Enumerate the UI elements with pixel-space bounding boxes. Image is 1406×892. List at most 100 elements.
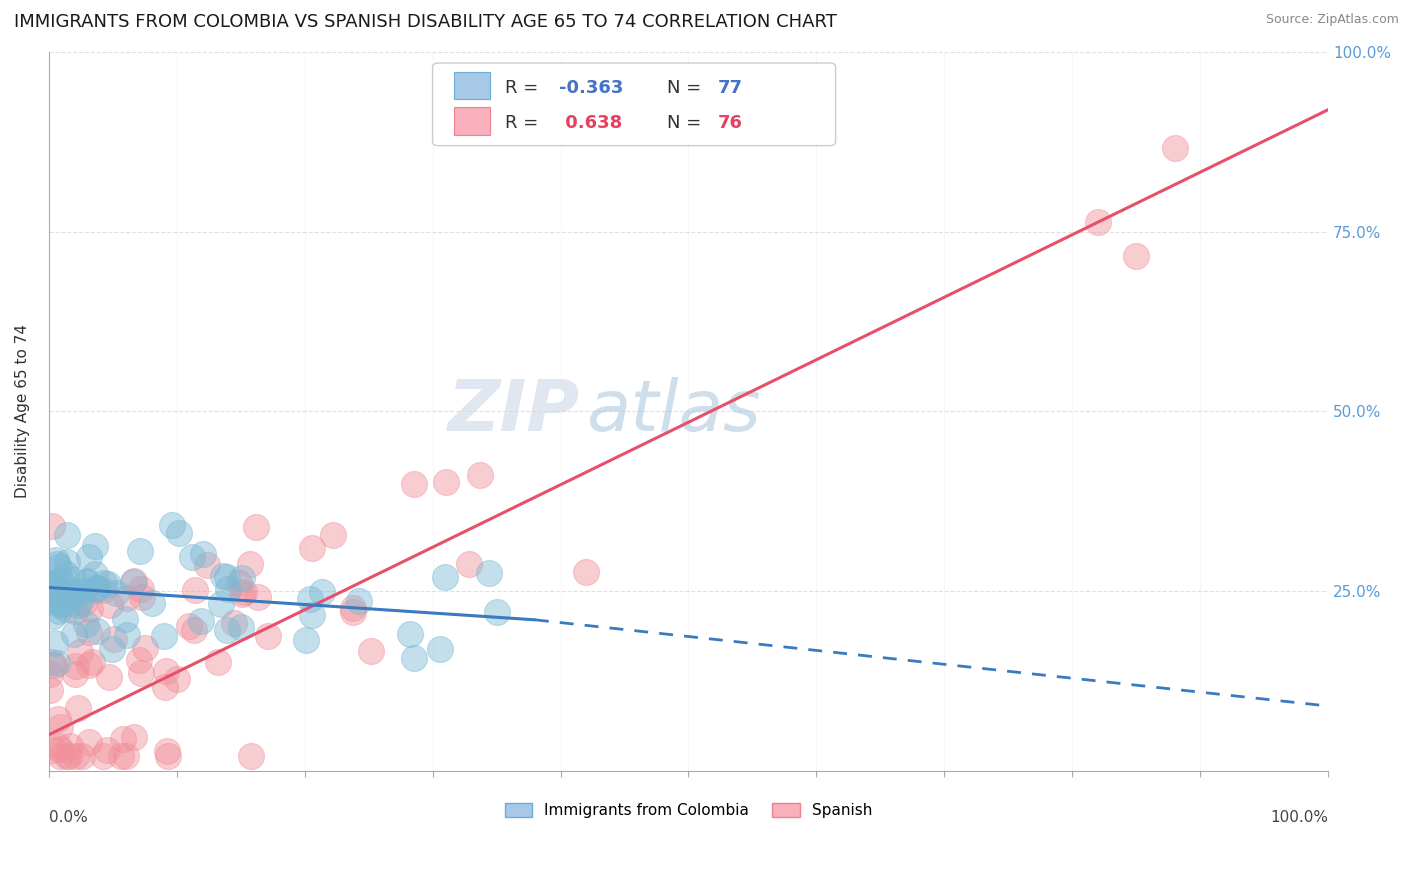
Point	[124, 730, 146, 744]
Point	[83, 583, 105, 598]
Text: 76: 76	[718, 114, 742, 132]
Point	[404, 651, 426, 665]
Point	[38, 667, 60, 681]
Point	[39, 587, 62, 601]
Point	[46, 739, 69, 754]
Point	[209, 597, 232, 611]
Point	[86, 581, 108, 595]
Text: 77: 77	[718, 78, 742, 96]
Point	[228, 576, 250, 591]
Point	[299, 591, 322, 606]
Point	[69, 594, 91, 608]
Point	[155, 664, 177, 678]
Point	[41, 578, 63, 592]
Point	[59, 739, 82, 753]
Point	[73, 596, 96, 610]
Point	[48, 604, 70, 618]
Point	[72, 749, 94, 764]
Point	[75, 616, 97, 631]
Point	[48, 559, 70, 574]
Point	[65, 666, 87, 681]
Point	[103, 632, 125, 646]
Text: R =: R =	[506, 78, 544, 96]
Point	[49, 573, 72, 587]
Point	[183, 623, 205, 637]
Point	[215, 623, 238, 637]
Point	[38, 587, 60, 601]
Point	[53, 580, 76, 594]
Legend: Immigrants from Colombia, Spanish: Immigrants from Colombia, Spanish	[499, 797, 879, 824]
Point	[115, 591, 138, 606]
Point	[93, 575, 115, 590]
Point	[156, 744, 179, 758]
Point	[46, 712, 69, 726]
Point	[134, 640, 156, 655]
Point	[232, 585, 254, 599]
Point	[39, 655, 62, 669]
Point	[179, 619, 201, 633]
Point	[44, 636, 66, 650]
Point	[1125, 249, 1147, 263]
Point	[58, 596, 80, 610]
Point	[114, 612, 136, 626]
Point	[84, 581, 107, 595]
Point	[1163, 141, 1185, 155]
Point	[77, 657, 100, 672]
Point	[217, 570, 239, 584]
Point	[56, 582, 79, 597]
Point	[131, 591, 153, 605]
Text: Source: ZipAtlas.com: Source: ZipAtlas.com	[1265, 13, 1399, 27]
Point	[110, 749, 132, 764]
Point	[84, 539, 107, 553]
Point	[63, 626, 86, 640]
Point	[98, 670, 121, 684]
Point	[229, 620, 252, 634]
Point	[41, 591, 63, 605]
Text: N =: N =	[666, 114, 707, 132]
Text: R =: R =	[506, 114, 544, 132]
Point	[55, 749, 77, 764]
Point	[65, 749, 87, 764]
Point	[231, 571, 253, 585]
Point	[294, 633, 316, 648]
Point	[79, 735, 101, 749]
Point	[44, 743, 66, 757]
Point	[129, 544, 152, 558]
Point	[69, 645, 91, 659]
Point	[124, 574, 146, 589]
Point	[457, 558, 479, 572]
Point	[60, 591, 83, 606]
Point	[56, 527, 79, 541]
Y-axis label: Disability Age 65 to 74: Disability Age 65 to 74	[15, 325, 30, 499]
Point	[62, 572, 84, 586]
Point	[86, 624, 108, 639]
Point	[66, 700, 89, 714]
Point	[239, 557, 262, 571]
Text: atlas: atlas	[586, 377, 761, 446]
Point	[160, 518, 183, 533]
Point	[167, 526, 190, 541]
Point	[91, 749, 114, 764]
FancyBboxPatch shape	[454, 72, 491, 99]
Text: 0.0%: 0.0%	[49, 810, 87, 825]
Point	[398, 627, 420, 641]
Point	[117, 628, 139, 642]
Point	[470, 468, 492, 483]
Point	[56, 556, 79, 570]
Point	[429, 642, 451, 657]
Point	[45, 553, 67, 567]
Point	[42, 658, 65, 673]
Point	[97, 577, 120, 591]
Point	[49, 598, 72, 612]
Point	[575, 565, 598, 579]
Point	[63, 604, 86, 618]
Text: 0.638: 0.638	[560, 114, 623, 132]
Point	[38, 683, 60, 698]
Point	[191, 547, 214, 561]
Point	[55, 566, 77, 581]
Point	[49, 742, 72, 756]
Point	[155, 681, 177, 695]
Point	[115, 749, 138, 764]
Point	[80, 656, 103, 670]
Point	[342, 605, 364, 619]
